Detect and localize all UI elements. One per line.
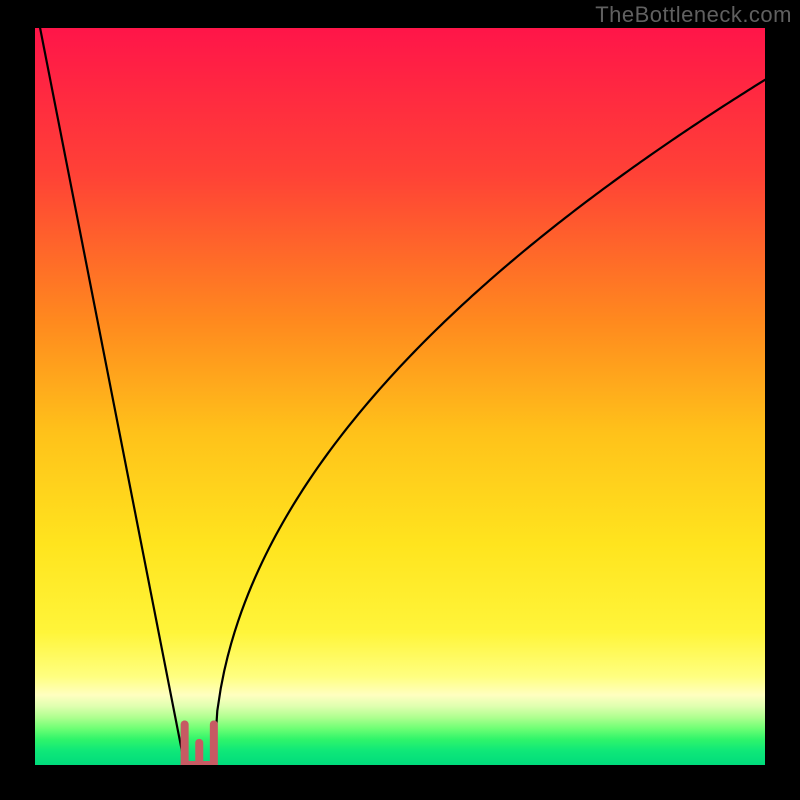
plot-area xyxy=(35,28,765,765)
gradient-background xyxy=(35,28,765,765)
marker-dot-2 xyxy=(210,721,218,729)
border-right xyxy=(765,0,800,800)
border-left xyxy=(0,0,35,800)
plot-svg xyxy=(35,28,765,765)
watermark-text: TheBottleneck.com xyxy=(595,2,792,28)
border-bottom xyxy=(0,765,800,800)
chart-frame: TheBottleneck.com xyxy=(0,0,800,800)
marker-dot-1 xyxy=(195,739,203,747)
marker-dot-0 xyxy=(181,721,189,729)
